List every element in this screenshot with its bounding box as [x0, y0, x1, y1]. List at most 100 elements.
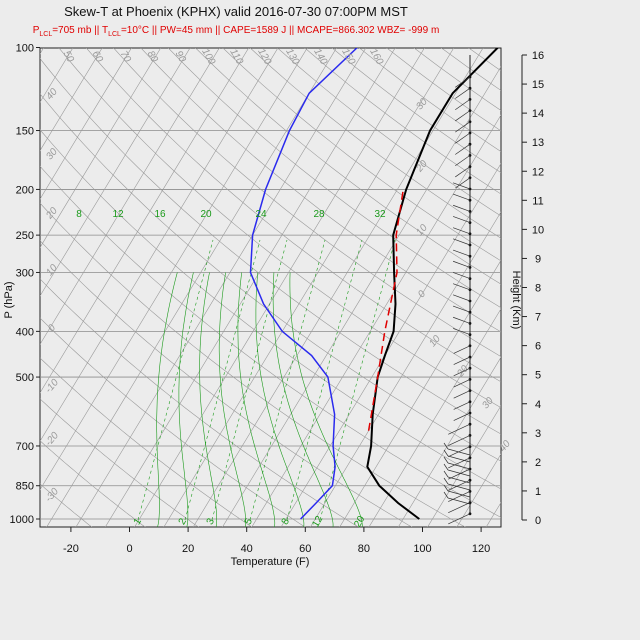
height-tick-label: 6: [535, 341, 541, 353]
dry-adiabat-line: [40, 317, 306, 527]
plot-frame: [39, 47, 502, 528]
y-tick-label: 700: [16, 441, 34, 453]
mixing-ratio-line: [211, 239, 288, 521]
x-tick-label: 40: [241, 543, 253, 555]
wind-barb: [447, 476, 471, 484]
subtitle-plcl-sub: LCL: [39, 31, 53, 38]
height-tick-label: 9: [535, 253, 541, 265]
dry-adiabat-line: [413, 48, 501, 111]
wind-barb: [455, 143, 471, 155]
dry-adiabat-line: [195, 48, 501, 285]
moist-adiabat-label: 20: [200, 209, 212, 220]
mixing-ratio-line: [249, 239, 326, 521]
isotherm-line: [40, 48, 103, 152]
dry-adiabat-line: [85, 48, 501, 383]
wind-barb: [455, 99, 471, 111]
wind-barb: [443, 456, 449, 464]
y-tick-label: 1000: [10, 514, 34, 526]
wind-barb: [453, 345, 471, 354]
dry-adiabat-label: 80: [145, 49, 160, 65]
wind-barb: [448, 491, 471, 502]
subtitle-part-3: =10°C || PW=45 mm || CAPE=1589 J || MCAP…: [120, 25, 440, 36]
height-tick-label: 14: [532, 108, 544, 120]
moist-adiabat-label: 12: [112, 209, 124, 220]
moist-adiabat-label: 24: [255, 209, 267, 220]
wind-barb-dot: [468, 198, 472, 202]
dry-adiabat-line: [222, 48, 501, 262]
wind-barb: [452, 193, 471, 201]
wind-barb: [448, 457, 471, 469]
wind-barb: [448, 423, 471, 435]
x-tick-label: 120: [472, 543, 490, 555]
isotherm-line: [222, 66, 501, 527]
wind-barb: [455, 155, 471, 167]
wind-barb: [455, 177, 471, 189]
subtitle-part-2: =705 mb || T: [52, 25, 109, 36]
wind-barb: [452, 227, 471, 235]
height-tick-label: 7: [535, 312, 541, 324]
mixing-ratio-label: 8: [280, 516, 293, 527]
dry-adiabat-line: [40, 398, 200, 527]
isotherm-line: [280, 162, 501, 527]
dry-adiabat-line: [140, 48, 501, 333]
y-axis-label: P (hPa): [3, 281, 15, 318]
moist-adiabat-line: [178, 272, 194, 527]
y-tick-label: 850: [16, 481, 34, 493]
x-axis-label: Temperature (F): [231, 556, 310, 568]
y-tick-label: 400: [16, 326, 34, 338]
dry-adiabat-line: [40, 93, 501, 462]
dry-adiabat-line: [40, 129, 501, 490]
chart-subtitle: PLCL=705 mb || TLCL=10°C || PW=45 mm || …: [0, 25, 472, 38]
wind-barb: [443, 442, 449, 450]
mixing-ratio-line: [184, 239, 261, 521]
wind-barb: [452, 238, 471, 246]
dry-adiabat-line: [40, 483, 93, 527]
dry-adiabat-line: [40, 440, 146, 527]
wind-barb: [448, 502, 471, 514]
wind-barb: [455, 121, 471, 133]
dry-adiabat-label: 60: [90, 49, 105, 65]
height-axis-label: Height (Km): [510, 271, 522, 330]
wind-barb: [447, 469, 471, 477]
isotherm-line: [40, 48, 132, 200]
dry-adiabat-line: [167, 48, 501, 309]
subtitle-tlcl-sub: LCL: [108, 31, 121, 38]
wind-barb: [455, 87, 471, 99]
wind-barb: [452, 294, 471, 302]
height-tick-label: 3: [535, 428, 541, 440]
x-tick-label: 20: [182, 543, 194, 555]
mixing-ratio-label: 3: [205, 516, 218, 527]
isotherm-line: [40, 48, 191, 297]
dry-adiabat-label: 100: [199, 47, 217, 67]
isotherm-label-right: 0: [416, 288, 428, 300]
mixing-ratio-line: [286, 239, 363, 521]
wind-barb-dot: [468, 232, 472, 236]
moist-adiabat-line: [255, 272, 305, 527]
isotherm-label-left: 10: [44, 262, 60, 278]
wind-barb: [452, 328, 471, 335]
isotherm-line: [40, 48, 308, 491]
isotherm-line: [310, 211, 501, 527]
dry-adiabat-label: 50: [61, 49, 76, 65]
y-tick-label: 200: [16, 184, 34, 196]
isotherm-line: [163, 48, 455, 527]
dry-adiabat-label: 70: [118, 49, 133, 65]
dry-adiabat-line: [40, 357, 253, 527]
moist-adiabat-line: [199, 272, 217, 527]
moist-adiabat-line: [272, 272, 334, 527]
moist-adiabat-label: 16: [154, 209, 166, 220]
wind-barb-dot: [468, 512, 472, 516]
mixing-ratio-label: 5: [243, 516, 256, 527]
plot-area: [40, 48, 501, 527]
mixing-ratio-label: 1: [132, 516, 145, 527]
isotherm-label-left: 0: [46, 322, 58, 334]
y-tick-label: 500: [16, 372, 34, 384]
wind-barb: [453, 390, 471, 399]
dry-adiabat-line: [331, 48, 501, 174]
dry-adiabat-line: [113, 48, 501, 357]
dry-adiabat-line: [468, 48, 501, 72]
moist-adiabat-line: [289, 272, 363, 527]
y-tick-label: 300: [16, 267, 34, 279]
wind-barb: [452, 249, 471, 257]
wind-barb: [452, 216, 471, 223]
